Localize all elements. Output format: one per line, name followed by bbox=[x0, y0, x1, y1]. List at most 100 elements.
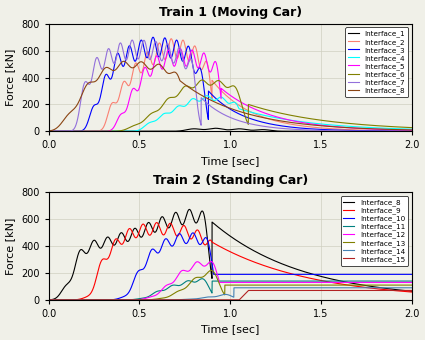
Interface_15 bbox=[398, 288, 403, 292]
Interface_6 bbox=[198, 78, 204, 82]
Interface_5 bbox=[46, 129, 51, 133]
Line: Interface_8: Interface_8 bbox=[48, 61, 412, 131]
Interface_8 bbox=[201, 213, 207, 217]
Interface_14 bbox=[46, 298, 51, 302]
Interface_15 bbox=[201, 298, 207, 302]
Interface_2 bbox=[310, 125, 315, 129]
Interface_4 bbox=[219, 95, 224, 99]
Interface_1 bbox=[310, 129, 315, 133]
Interface_6 bbox=[409, 125, 414, 130]
Interface_11 bbox=[200, 277, 205, 281]
Interface_2 bbox=[409, 129, 414, 133]
Interface_5 bbox=[178, 47, 183, 51]
Interface_8 bbox=[121, 59, 126, 63]
Interface_8 bbox=[380, 127, 385, 131]
Interface_11 bbox=[310, 279, 315, 283]
Interface_7 bbox=[219, 111, 224, 115]
Interface_8 bbox=[398, 288, 403, 292]
Interface_2 bbox=[380, 129, 385, 133]
Interface_11 bbox=[380, 279, 385, 283]
Interface_9 bbox=[46, 298, 51, 302]
Y-axis label: Force [kN]: Force [kN] bbox=[6, 49, 16, 106]
Line: Interface_15: Interface_15 bbox=[48, 290, 412, 300]
Interface_7 bbox=[201, 99, 207, 103]
Interface_12 bbox=[198, 262, 204, 266]
Interface_1 bbox=[46, 129, 51, 133]
Interface_14 bbox=[409, 286, 414, 290]
Interface_8 bbox=[380, 286, 385, 290]
Interface_4 bbox=[380, 126, 385, 130]
Interface_12 bbox=[380, 280, 385, 285]
Interface_12 bbox=[46, 298, 51, 302]
Line: Interface_9: Interface_9 bbox=[48, 223, 412, 300]
Interface_8 bbox=[46, 298, 51, 302]
Interface_13 bbox=[398, 283, 403, 287]
Interface_8 bbox=[187, 207, 192, 211]
Line: Interface_7: Interface_7 bbox=[48, 40, 412, 131]
Interface_7 bbox=[409, 129, 414, 133]
Interface_12 bbox=[201, 264, 207, 268]
Interface_8 bbox=[398, 128, 403, 132]
Interface_8 bbox=[409, 289, 414, 293]
Interface_4 bbox=[201, 96, 207, 100]
Interface_13 bbox=[310, 283, 315, 287]
X-axis label: Time [sec]: Time [sec] bbox=[201, 156, 259, 166]
Interface_9 bbox=[154, 221, 159, 225]
Interface_9 bbox=[310, 277, 315, 281]
Interface_3 bbox=[409, 129, 414, 133]
Interface_10 bbox=[310, 272, 315, 276]
Interface_8 bbox=[219, 103, 224, 107]
Interface_11 bbox=[46, 298, 51, 302]
Interface_5 bbox=[199, 57, 204, 61]
Interface_4 bbox=[398, 127, 403, 131]
X-axis label: Time [sec]: Time [sec] bbox=[201, 324, 259, 335]
Interface_3 bbox=[150, 35, 156, 39]
Interface_5 bbox=[310, 122, 315, 126]
Interface_5 bbox=[380, 128, 385, 132]
Interface_9 bbox=[380, 287, 385, 291]
Interface_1 bbox=[398, 129, 403, 133]
Interface_3 bbox=[380, 129, 385, 133]
Interface_8 bbox=[310, 123, 315, 127]
Interface_9 bbox=[398, 289, 403, 293]
Interface_7 bbox=[310, 128, 315, 132]
Interface_15 bbox=[409, 288, 414, 292]
Interface_4 bbox=[46, 129, 51, 133]
Interface_4 bbox=[204, 94, 210, 98]
Interface_14 bbox=[218, 293, 224, 297]
Legend: Interface_1, Interface_2, Interface_3, Interface_4, Interface_5, Interface_6, In: Interface_1, Interface_2, Interface_3, I… bbox=[345, 28, 408, 97]
Interface_4 bbox=[310, 121, 315, 125]
Interface_7 bbox=[199, 96, 204, 100]
Interface_2 bbox=[398, 129, 403, 133]
Line: Interface_3: Interface_3 bbox=[48, 37, 412, 131]
Interface_10 bbox=[199, 242, 204, 246]
Interface_3 bbox=[398, 129, 403, 133]
Interface_6 bbox=[46, 129, 51, 133]
Line: Interface_2: Interface_2 bbox=[48, 39, 412, 131]
Interface_12 bbox=[208, 259, 213, 264]
Interface_5 bbox=[219, 86, 224, 90]
Interface_6 bbox=[380, 124, 385, 128]
Interface_10 bbox=[46, 298, 51, 302]
Interface_1 bbox=[219, 127, 224, 131]
Line: Interface_11: Interface_11 bbox=[48, 279, 412, 300]
Interface_3 bbox=[219, 101, 224, 105]
Interface_2 bbox=[201, 62, 207, 66]
Interface_1 bbox=[213, 126, 218, 130]
Interface_12 bbox=[219, 280, 224, 285]
Title: Train 1 (Moving Car): Train 1 (Moving Car) bbox=[159, 5, 302, 19]
Interface_1 bbox=[201, 128, 207, 132]
Interface_11 bbox=[398, 279, 403, 283]
Interface_9 bbox=[219, 245, 224, 249]
Interface_8 bbox=[219, 227, 224, 232]
Interface_8 bbox=[199, 210, 204, 214]
Interface_8 bbox=[310, 272, 315, 276]
Interface_7 bbox=[46, 129, 51, 133]
Interface_1 bbox=[409, 129, 414, 133]
Interface_5 bbox=[409, 128, 414, 132]
Interface_7 bbox=[130, 38, 135, 42]
Interface_15 bbox=[380, 288, 385, 292]
Interface_6 bbox=[200, 78, 205, 82]
Interface_7 bbox=[398, 129, 403, 133]
Interface_6 bbox=[310, 117, 315, 121]
